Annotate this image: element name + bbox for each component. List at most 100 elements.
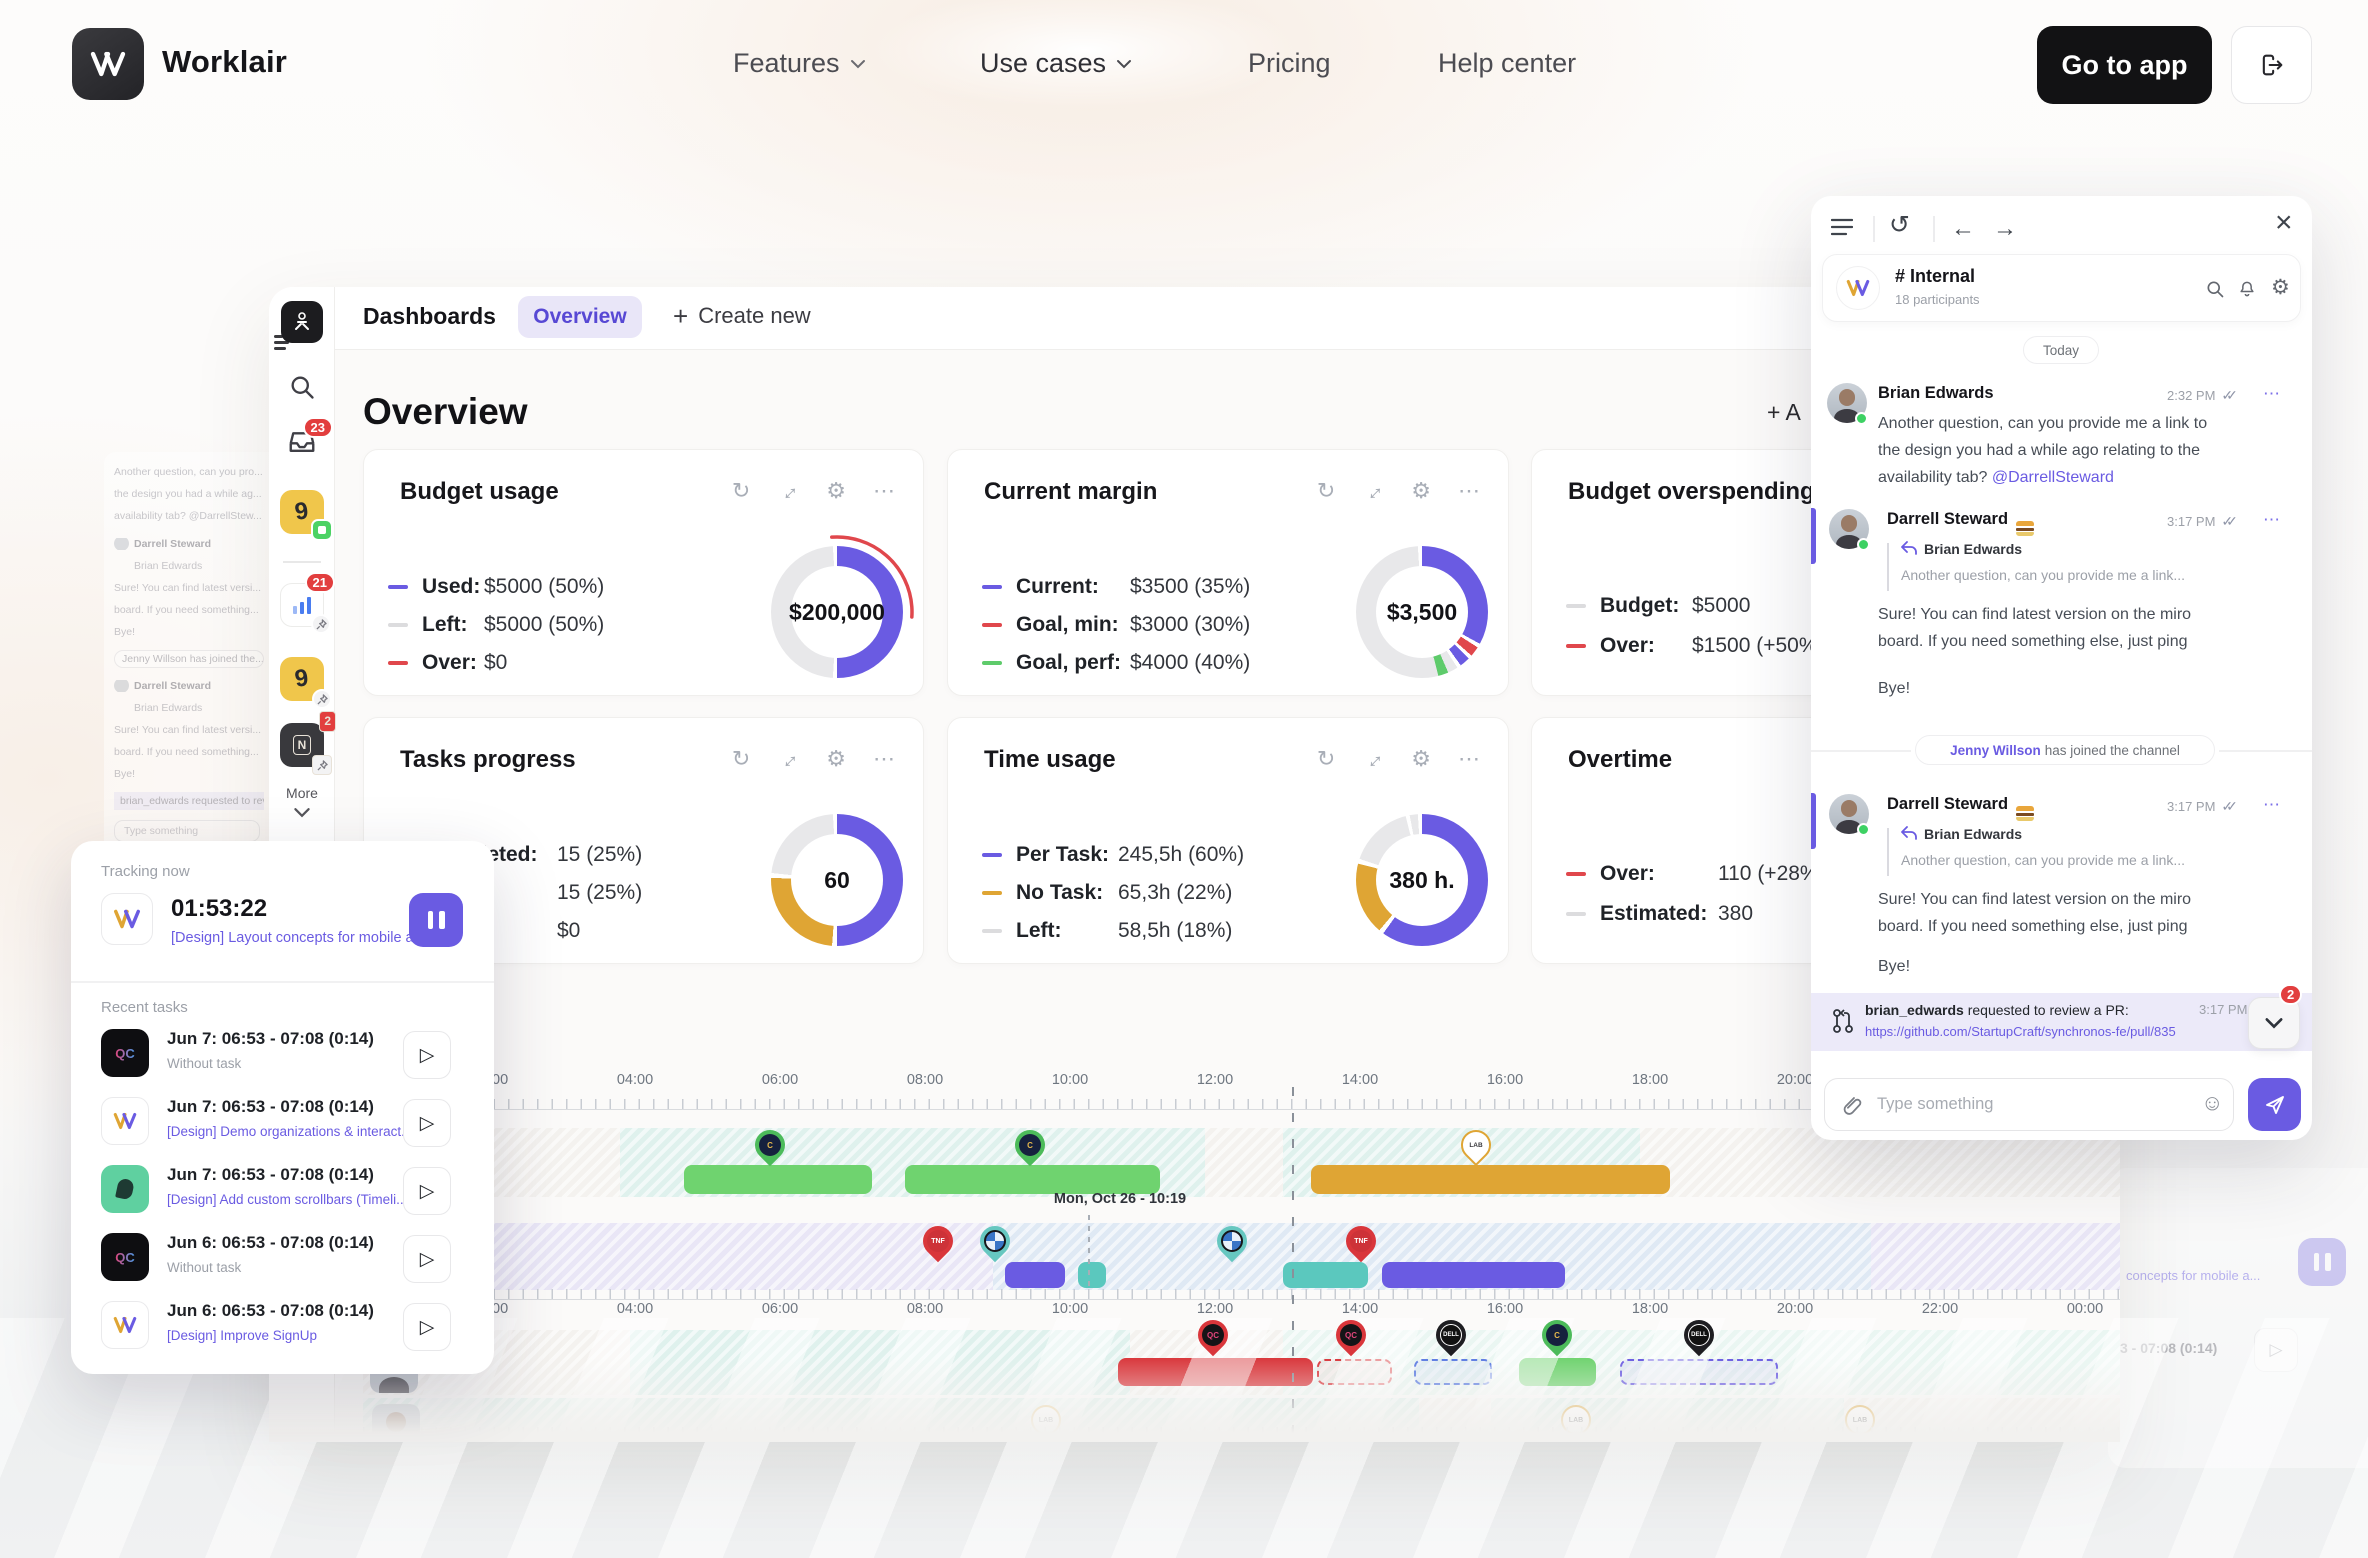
task-link[interactable]: [Design] Improve SignUp bbox=[167, 1328, 318, 1343]
nav-item-use-cases[interactable]: Use cases bbox=[980, 48, 1132, 79]
search-sidebar-icon[interactable] bbox=[269, 373, 335, 401]
scroll-down-button[interactable] bbox=[2248, 997, 2300, 1049]
tracking-app-icon[interactable]: 9 bbox=[269, 490, 335, 541]
online-dot bbox=[1857, 823, 1870, 836]
message-menu-icon[interactable]: ⋯ bbox=[2263, 384, 2281, 403]
play-button[interactable]: ▷ bbox=[403, 1167, 451, 1215]
task-bar-orange[interactable] bbox=[1311, 1165, 1670, 1194]
worklair-task-icon bbox=[101, 893, 153, 945]
more-chevron-icon[interactable] bbox=[269, 807, 335, 818]
play-button[interactable]: ▷ bbox=[403, 1031, 451, 1079]
donut-center-value: $3,500 bbox=[1386, 598, 1458, 625]
ellipsis-icon[interactable]: ⋯ bbox=[873, 478, 895, 503]
chevron-down-icon bbox=[1117, 59, 1132, 68]
nav-item-pricing[interactable]: Pricing bbox=[1248, 48, 1331, 78]
logout-button[interactable] bbox=[2231, 26, 2312, 104]
yellow-app-icon[interactable]: 9 bbox=[269, 657, 335, 709]
mention-link[interactable]: @DarrellSteward bbox=[1991, 469, 2114, 486]
nav-item-features[interactable]: Features bbox=[733, 48, 866, 79]
workspace-app-icon[interactable] bbox=[269, 301, 335, 350]
nav-glow bbox=[870, 0, 1300, 110]
legend-dash bbox=[982, 622, 1002, 628]
schedule-bar-teal[interactable] bbox=[1078, 1262, 1106, 1288]
refresh-icon[interactable]: ↻ bbox=[1316, 746, 1336, 771]
play-button[interactable]: ▷ bbox=[403, 1303, 451, 1351]
search-icon[interactable] bbox=[2205, 279, 2225, 304]
task-link[interactable]: [Design] Demo organizations & interact..… bbox=[167, 1124, 413, 1139]
gear-icon[interactable]: ⚙ bbox=[826, 746, 846, 771]
sidebar-more[interactable]: More bbox=[286, 785, 318, 801]
unread-accent bbox=[1811, 508, 1816, 564]
schedule-bar-purple[interactable] bbox=[1382, 1262, 1565, 1288]
refresh-icon[interactable]: ↻ bbox=[1316, 478, 1336, 503]
schedule-bar-purple[interactable] bbox=[1005, 1262, 1065, 1288]
history-icon[interactable]: ↺ bbox=[1889, 211, 1910, 239]
tab-overview[interactable]: Overview bbox=[518, 296, 642, 338]
refresh-icon[interactable]: ↻ bbox=[731, 746, 751, 771]
attach-icon[interactable] bbox=[1840, 1093, 1862, 1122]
gear-icon[interactable]: ⚙ bbox=[1411, 478, 1431, 503]
ellipsis-icon[interactable]: ⋯ bbox=[873, 746, 895, 771]
stats-badge: 21 bbox=[304, 572, 335, 593]
expand-icon[interactable]: ↔ bbox=[771, 474, 805, 508]
legend-dash bbox=[982, 660, 1002, 666]
card-title: Tasks progress bbox=[400, 746, 576, 773]
message-menu-icon[interactable]: ⋯ bbox=[2263, 510, 2281, 529]
pr-notification: brian_edwards requested to review a PR: … bbox=[1811, 993, 2312, 1051]
task-bar-green[interactable] bbox=[905, 1165, 1160, 1194]
schedule-bar-teal[interactable] bbox=[1283, 1262, 1368, 1288]
play-button[interactable]: ▷ bbox=[403, 1099, 451, 1147]
nav-item-help-center[interactable]: Help center bbox=[1438, 48, 1577, 78]
pause-button[interactable] bbox=[409, 893, 463, 947]
channel-logo bbox=[1836, 266, 1880, 310]
create-new-button[interactable]: + Create new bbox=[673, 301, 811, 331]
message-menu-icon[interactable]: ⋯ bbox=[2263, 795, 2281, 814]
gear-icon[interactable]: ⚙ bbox=[826, 478, 846, 503]
read-checks-icon: ✓✓ bbox=[2221, 798, 2238, 814]
play-button[interactable]: ▷ bbox=[403, 1235, 451, 1283]
refresh-icon[interactable]: ↻ bbox=[731, 478, 751, 503]
tracker-task-link[interactable]: [Design] Layout concepts for mobile a... bbox=[171, 930, 426, 946]
go-to-app-button[interactable]: Go to app bbox=[2037, 26, 2212, 104]
task-bar-green[interactable] bbox=[684, 1165, 872, 1194]
divider bbox=[1811, 750, 1911, 752]
expand-icon[interactable]: ↔ bbox=[1356, 742, 1390, 776]
message-input[interactable] bbox=[1824, 1078, 2234, 1131]
stats-app-icon[interactable]: 21 bbox=[269, 572, 335, 634]
forward-icon[interactable]: → bbox=[1993, 215, 2017, 242]
close-icon[interactable]: × bbox=[2275, 206, 2293, 239]
gear-icon[interactable]: ⚙ bbox=[1411, 746, 1431, 771]
send-button[interactable] bbox=[2248, 1078, 2301, 1131]
expand-icon[interactable]: ↔ bbox=[771, 742, 805, 776]
burger-emoji bbox=[2016, 806, 2035, 821]
current-time-line bbox=[1088, 1215, 1090, 1291]
online-dot bbox=[1857, 538, 1870, 551]
read-checks-icon: ✓✓ bbox=[2221, 513, 2238, 529]
chat-menu-icon[interactable] bbox=[1830, 218, 1854, 240]
joined-notice: Jenny Willson has joined the channel bbox=[1915, 735, 2215, 765]
ellipsis-icon[interactable]: ⋯ bbox=[1458, 478, 1480, 503]
worklair-logo[interactable] bbox=[72, 28, 144, 100]
unread-accent bbox=[1811, 793, 1816, 849]
back-icon[interactable]: ← bbox=[1951, 215, 1975, 242]
tab-dashboards[interactable]: Dashboards bbox=[363, 303, 496, 329]
card-time-usage: Time usage ↻ ↔ ⚙ ⋯ Per Task: 245,5h (60%)… bbox=[947, 717, 1509, 964]
channel-participants: 18 participants bbox=[1895, 292, 1980, 307]
recent-tasks-heading: Recent tasks bbox=[101, 999, 188, 1016]
cube-app-icon[interactable]: N 2 bbox=[269, 711, 336, 775]
sidebar-divider bbox=[283, 561, 321, 563]
task-link[interactable]: [Design] Add custom scrollbars (Timeli..… bbox=[167, 1192, 408, 1207]
bell-icon[interactable] bbox=[2237, 279, 2257, 304]
qc-app-icon: QC bbox=[101, 1029, 149, 1077]
ellipsis-icon[interactable]: ⋯ bbox=[1458, 746, 1480, 771]
pr-link[interactable]: https://github.com/StartupCraft/synchron… bbox=[1865, 1024, 2176, 1039]
emoji-icon[interactable]: ☺ bbox=[2201, 1090, 2224, 1115]
page-title: Overview bbox=[363, 391, 528, 432]
gear-icon[interactable]: ⚙ bbox=[2271, 276, 2290, 299]
inbox-sidebar-icon[interactable]: 23 bbox=[269, 417, 335, 457]
add-widget-button[interactable]: + A bbox=[1767, 399, 1801, 425]
toolbar-divider bbox=[1933, 216, 1935, 242]
expand-icon[interactable]: ↔ bbox=[1356, 474, 1390, 508]
current-time-label: Mon, Oct 26 - 10:19 bbox=[1053, 1191, 1187, 1207]
card-title: Budget usage bbox=[400, 478, 559, 505]
